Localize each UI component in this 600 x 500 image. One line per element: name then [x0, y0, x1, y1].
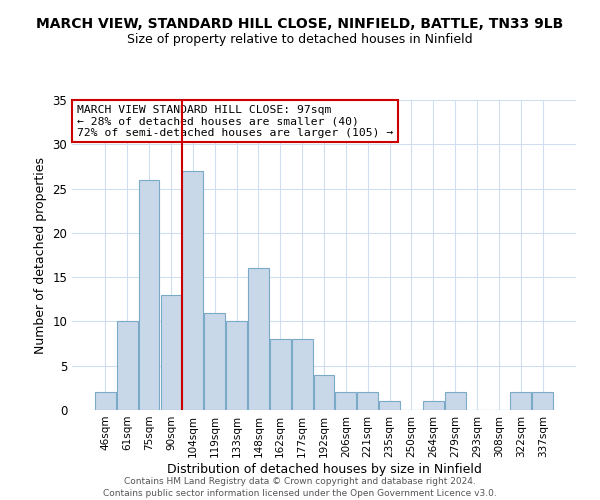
Bar: [270, 339, 290, 410]
Bar: [139, 180, 160, 410]
Bar: [204, 312, 225, 410]
X-axis label: Distribution of detached houses by size in Ninfield: Distribution of detached houses by size …: [167, 462, 481, 475]
Bar: [314, 374, 334, 410]
Bar: [445, 392, 466, 410]
Bar: [532, 392, 553, 410]
Bar: [335, 392, 356, 410]
Bar: [226, 322, 247, 410]
Bar: [358, 392, 378, 410]
Text: Size of property relative to detached houses in Ninfield: Size of property relative to detached ho…: [127, 32, 473, 46]
Bar: [117, 322, 137, 410]
Bar: [95, 392, 116, 410]
Bar: [292, 339, 313, 410]
Bar: [379, 401, 400, 410]
Text: MARCH VIEW, STANDARD HILL CLOSE, NINFIELD, BATTLE, TN33 9LB: MARCH VIEW, STANDARD HILL CLOSE, NINFIEL…: [37, 18, 563, 32]
Text: MARCH VIEW STANDARD HILL CLOSE: 97sqm
← 28% of detached houses are smaller (40)
: MARCH VIEW STANDARD HILL CLOSE: 97sqm ← …: [77, 104, 393, 138]
Bar: [511, 392, 531, 410]
Bar: [161, 295, 181, 410]
Bar: [423, 401, 444, 410]
Y-axis label: Number of detached properties: Number of detached properties: [34, 156, 47, 354]
Text: Contains public sector information licensed under the Open Government Licence v3: Contains public sector information licen…: [103, 489, 497, 498]
Text: Contains HM Land Registry data © Crown copyright and database right 2024.: Contains HM Land Registry data © Crown c…: [124, 478, 476, 486]
Bar: [182, 171, 203, 410]
Bar: [248, 268, 269, 410]
